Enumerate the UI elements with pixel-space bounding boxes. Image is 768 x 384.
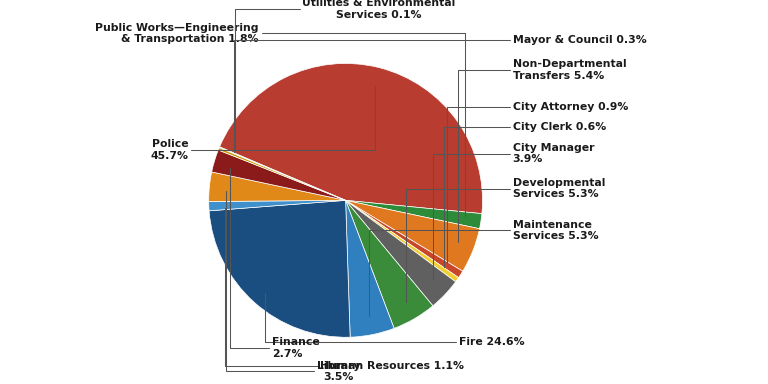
Text: Human Resources 1.1%: Human Resources 1.1% (225, 208, 465, 371)
Wedge shape (346, 200, 463, 278)
Wedge shape (346, 200, 479, 271)
Text: Mayor & Council 0.3%: Mayor & Council 0.3% (234, 35, 647, 152)
Text: Fire 24.6%: Fire 24.6% (265, 293, 525, 347)
Text: Police
45.7%: Police 45.7% (151, 86, 376, 161)
Text: Maintenance
Services 5.3%: Maintenance Services 5.3% (369, 220, 598, 316)
Wedge shape (212, 150, 346, 200)
Text: Library
3.5%: Library 3.5% (226, 191, 361, 382)
Wedge shape (209, 200, 346, 211)
Text: City Clerk 0.6%: City Clerk 0.6% (444, 122, 606, 267)
Wedge shape (346, 200, 482, 229)
Text: City Attorney 0.9%: City Attorney 0.9% (447, 102, 628, 263)
Wedge shape (346, 200, 433, 328)
Wedge shape (346, 200, 458, 282)
Wedge shape (220, 63, 482, 214)
Wedge shape (346, 200, 455, 306)
Wedge shape (346, 200, 394, 337)
Text: Public Works—Engineering
& Transportation 1.8%: Public Works—Engineering & Transportatio… (95, 23, 465, 216)
Text: Finance
2.7%: Finance 2.7% (230, 168, 320, 359)
Wedge shape (218, 147, 346, 200)
Text: Non-Departmental
Transfers 5.4%: Non-Departmental Transfers 5.4% (458, 59, 626, 242)
Wedge shape (209, 172, 346, 202)
Wedge shape (209, 200, 350, 337)
Wedge shape (219, 147, 346, 200)
Text: Utilities & Environmental
Services 0.1%: Utilities & Environmental Services 0.1% (234, 0, 455, 151)
Text: City Manager
3.9%: City Manager 3.9% (433, 143, 594, 280)
Text: Developmental
Services 5.3%: Developmental Services 5.3% (406, 178, 605, 302)
